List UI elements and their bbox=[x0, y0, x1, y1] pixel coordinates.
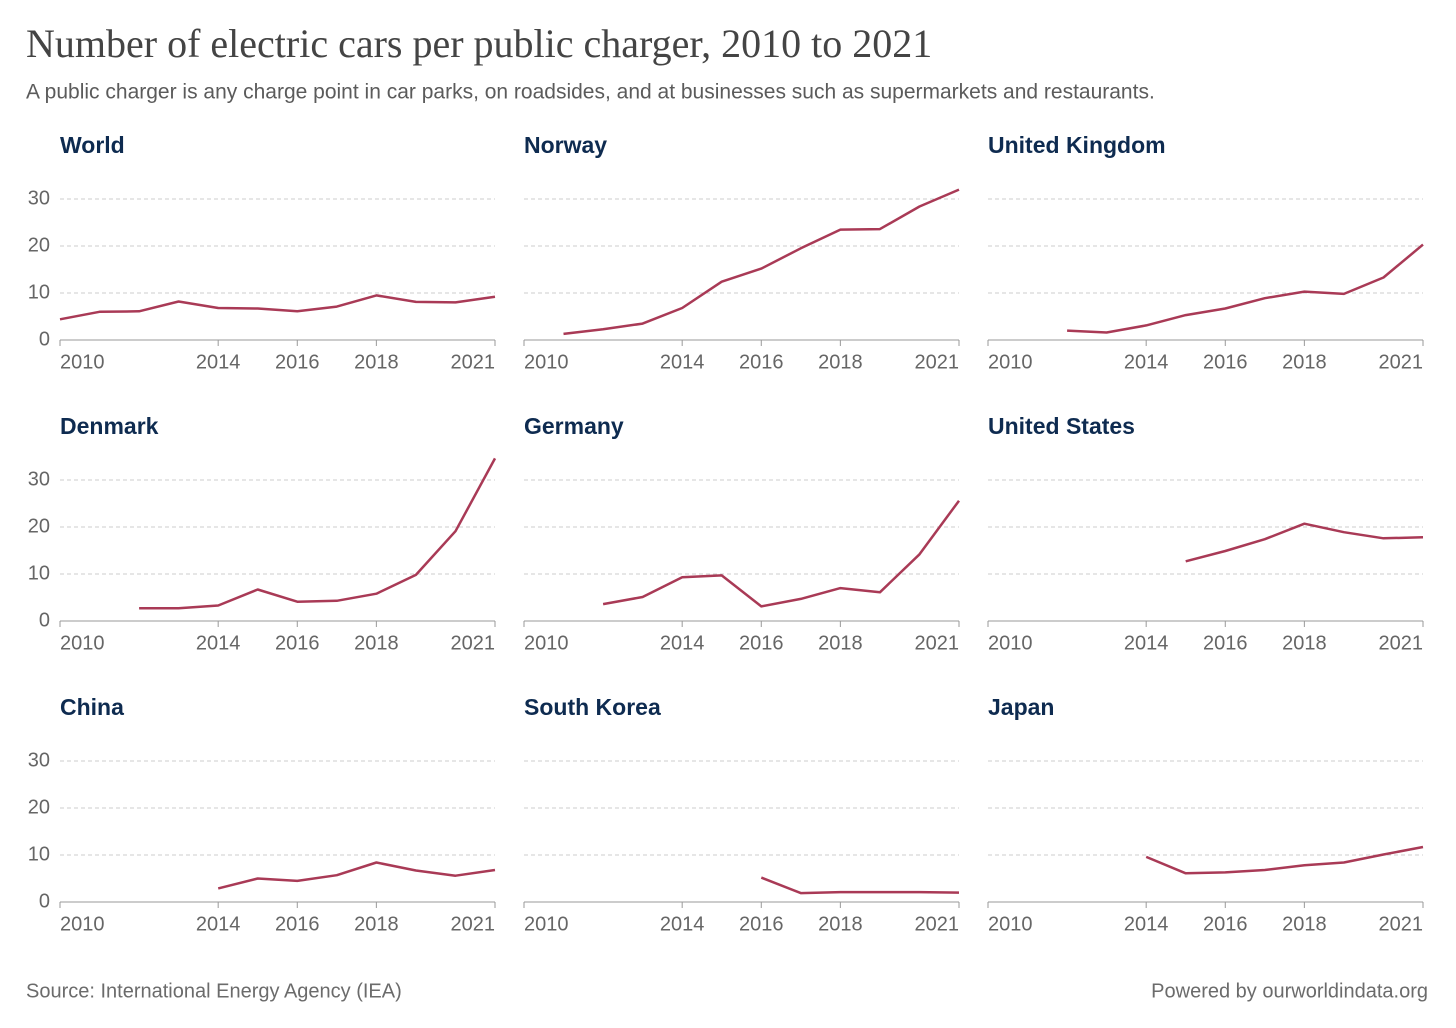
x-tick-label: 2016 bbox=[275, 913, 320, 935]
x-tick-label: 2014 bbox=[196, 351, 241, 373]
y-tick-label: 30 bbox=[28, 749, 50, 771]
x-tick-label: 2016 bbox=[1203, 351, 1248, 373]
x-tick-label: 2016 bbox=[1203, 913, 1248, 935]
series-line bbox=[1185, 522, 1424, 563]
x-tick-label: 2010 bbox=[524, 632, 569, 654]
series-line bbox=[217, 861, 496, 890]
x-tick-label: 2016 bbox=[739, 913, 784, 935]
x-tick-label: 2010 bbox=[60, 632, 105, 654]
y-tick-label: 0 bbox=[39, 609, 50, 631]
x-tick-label: 2016 bbox=[739, 351, 784, 373]
panel-title: United Kingdom bbox=[988, 132, 1166, 158]
panel-title: China bbox=[60, 694, 124, 720]
x-tick-label: 2021 bbox=[451, 913, 496, 935]
panel-title: Norway bbox=[524, 132, 607, 158]
series-line bbox=[59, 294, 496, 321]
x-tick-label: 2014 bbox=[196, 632, 241, 654]
series-line bbox=[563, 188, 960, 336]
x-tick-label: 2021 bbox=[915, 913, 960, 935]
x-tick-label: 2016 bbox=[739, 632, 784, 654]
x-tick-label: 2021 bbox=[915, 351, 960, 373]
credit: Powered by ourworldindata.org bbox=[1151, 980, 1428, 1002]
series-line bbox=[1145, 845, 1424, 875]
x-tick-label: 2018 bbox=[354, 351, 399, 373]
x-tick-label: 2014 bbox=[660, 632, 705, 654]
y-tick-label: 10 bbox=[28, 281, 50, 303]
y-tick-label: 0 bbox=[39, 328, 50, 350]
series-line bbox=[1067, 243, 1424, 334]
y-tick-label: 30 bbox=[28, 468, 50, 490]
y-tick-label: 20 bbox=[28, 234, 50, 256]
x-tick-label: 2010 bbox=[988, 351, 1033, 373]
x-tick-label: 2021 bbox=[1379, 351, 1424, 373]
x-tick-label: 2018 bbox=[1282, 632, 1327, 654]
y-tick-label: 20 bbox=[28, 796, 50, 818]
x-tick-label: 2021 bbox=[451, 632, 496, 654]
x-tick-label: 2010 bbox=[524, 913, 569, 935]
x-tick-label: 2018 bbox=[1282, 351, 1327, 373]
x-tick-label: 2010 bbox=[524, 351, 569, 373]
x-tick-label: 2021 bbox=[915, 632, 960, 654]
x-tick-label: 2018 bbox=[354, 913, 399, 935]
x-tick-label: 2010 bbox=[988, 913, 1033, 935]
x-tick-label: 2021 bbox=[451, 351, 496, 373]
panel-title: South Korea bbox=[524, 694, 661, 720]
panel-title: United States bbox=[988, 413, 1135, 439]
x-tick-label: 2014 bbox=[660, 913, 705, 935]
x-tick-label: 2018 bbox=[818, 632, 863, 654]
series-line bbox=[760, 876, 960, 895]
x-tick-label: 2018 bbox=[818, 351, 863, 373]
panel-title: Denmark bbox=[60, 413, 159, 439]
panel-title: Germany bbox=[524, 413, 624, 439]
x-tick-label: 2016 bbox=[275, 632, 320, 654]
x-tick-label: 2016 bbox=[1203, 632, 1248, 654]
x-tick-label: 2018 bbox=[818, 913, 863, 935]
x-tick-label: 2016 bbox=[275, 351, 320, 373]
y-tick-label: 0 bbox=[39, 890, 50, 912]
x-tick-label: 2010 bbox=[60, 351, 105, 373]
x-tick-label: 2014 bbox=[1124, 351, 1169, 373]
source: Source: International Energy Agency (IEA… bbox=[26, 980, 402, 1002]
x-tick-label: 2014 bbox=[1124, 632, 1169, 654]
x-tick-label: 2018 bbox=[1282, 913, 1327, 935]
series-line bbox=[139, 457, 497, 610]
x-tick-label: 2018 bbox=[354, 632, 399, 654]
x-tick-label: 2010 bbox=[988, 632, 1033, 654]
chart-subtitle: A public charger is any charge point in … bbox=[26, 81, 1155, 104]
x-tick-label: 2014 bbox=[196, 913, 241, 935]
panel-title: Japan bbox=[988, 694, 1054, 720]
x-tick-label: 2014 bbox=[1124, 913, 1169, 935]
y-tick-label: 20 bbox=[28, 515, 50, 537]
panel-title: World bbox=[60, 132, 125, 158]
y-tick-label: 10 bbox=[28, 562, 50, 584]
x-tick-label: 2021 bbox=[1379, 632, 1424, 654]
chart-title: Number of electric cars per public charg… bbox=[26, 21, 932, 66]
x-tick-label: 2010 bbox=[60, 913, 105, 935]
series-line bbox=[602, 499, 961, 608]
y-tick-label: 10 bbox=[28, 843, 50, 865]
x-tick-label: 2014 bbox=[660, 351, 705, 373]
x-tick-label: 2021 bbox=[1379, 913, 1424, 935]
y-tick-label: 30 bbox=[28, 187, 50, 209]
